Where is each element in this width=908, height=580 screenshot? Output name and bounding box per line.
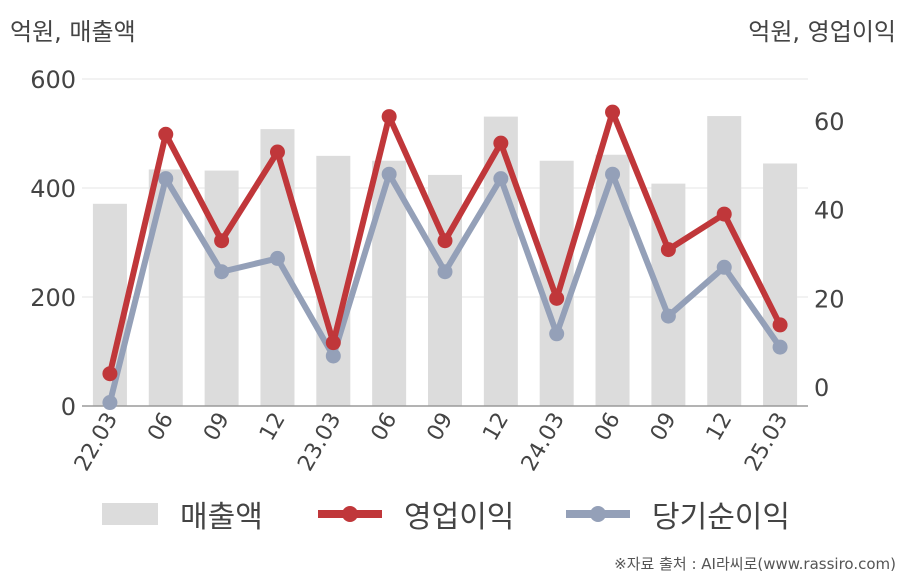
x-tick-label: 06 bbox=[143, 409, 179, 446]
net-income-point bbox=[605, 166, 621, 182]
x-tick-label: 12 bbox=[255, 409, 291, 446]
revenue-bar bbox=[316, 155, 351, 406]
legend-line-swatch-net bbox=[566, 506, 630, 522]
net-income-point bbox=[158, 171, 174, 187]
operating-income-point bbox=[493, 135, 509, 151]
x-tick-label: 09 bbox=[423, 409, 459, 446]
legend-label-net: 당기순이익 bbox=[652, 500, 790, 535]
operating-income-point bbox=[269, 144, 285, 160]
net-income-point bbox=[772, 339, 788, 355]
net-income-point bbox=[214, 264, 230, 280]
x-tick-label: 06 bbox=[367, 409, 403, 446]
operating-income-point bbox=[381, 109, 397, 125]
operating-income-point bbox=[772, 317, 788, 333]
revenue-bar bbox=[204, 170, 239, 406]
operating-income-point bbox=[325, 335, 341, 351]
right-tick-label: 40 bbox=[814, 197, 845, 225]
legend-item-operating: 영업이익 bbox=[318, 492, 514, 536]
operating-income-point bbox=[437, 233, 453, 249]
x-tick-label: 22.03 bbox=[70, 409, 123, 476]
left-tick-label: 200 bbox=[30, 284, 76, 312]
revenue-bar bbox=[148, 169, 183, 406]
legend-item-net: 당기순이익 bbox=[566, 492, 790, 536]
net-income-point bbox=[381, 166, 397, 182]
net-income-point bbox=[269, 250, 285, 266]
right-axis-unit: 억원, 영업이익 bbox=[748, 18, 896, 46]
right-tick-label: 20 bbox=[814, 285, 845, 313]
x-tick-label: 23.03 bbox=[293, 409, 346, 476]
net-income-point bbox=[549, 326, 565, 342]
net-income-point bbox=[493, 171, 509, 187]
x-tick-label: 12 bbox=[478, 409, 514, 446]
revenue-bar bbox=[763, 163, 798, 406]
right-tick-label: 60 bbox=[814, 108, 845, 136]
right-tick-label: 0 bbox=[814, 374, 829, 402]
operating-income-point bbox=[605, 104, 621, 120]
net-income-point bbox=[660, 308, 676, 324]
legend-line-swatch-operating bbox=[318, 506, 382, 522]
left-tick-label: 0 bbox=[61, 393, 76, 421]
operating-income-point bbox=[102, 366, 118, 382]
left-tick-label: 400 bbox=[30, 175, 76, 203]
net-income-point bbox=[325, 348, 341, 364]
operating-income-point bbox=[716, 206, 732, 222]
operating-income-point bbox=[214, 233, 230, 249]
legend-item-revenue: 매출액 bbox=[102, 492, 263, 536]
x-tick-label: 12 bbox=[702, 409, 738, 446]
x-tick-label: 25.03 bbox=[740, 409, 793, 476]
operating-income-point bbox=[660, 242, 676, 258]
left-axis-unit: 억원, 매출액 bbox=[10, 18, 136, 46]
x-tick-label: 24.03 bbox=[517, 409, 570, 476]
x-tick-label: 09 bbox=[199, 409, 235, 446]
operating-income-point bbox=[158, 126, 174, 142]
net-income-point bbox=[716, 259, 732, 275]
chart-legend: 매출액 영업이익 당기순이익 bbox=[0, 492, 908, 536]
revenue-bar bbox=[595, 154, 630, 406]
revenue-bar bbox=[539, 160, 574, 406]
x-tick-label: 09 bbox=[646, 409, 682, 446]
legend-bar-swatch bbox=[102, 503, 158, 525]
net-income-point bbox=[102, 395, 118, 411]
left-tick-label: 600 bbox=[30, 66, 76, 94]
x-tick-label: 06 bbox=[590, 409, 626, 446]
legend-label-revenue: 매출액 bbox=[180, 500, 263, 535]
net-income-point bbox=[437, 264, 453, 280]
operating-income-point bbox=[549, 290, 565, 306]
source-note: ※자료 출처 : AI라씨로(www.rassiro.com) bbox=[614, 555, 896, 573]
legend-label-operating: 영업이익 bbox=[404, 500, 515, 535]
